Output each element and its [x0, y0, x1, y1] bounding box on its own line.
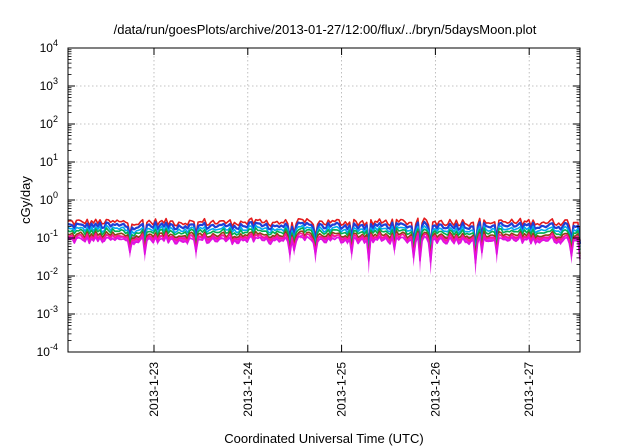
- y-tick-base: 10: [37, 269, 51, 283]
- y-tick-exponent: -3: [50, 304, 58, 314]
- series-line: [67, 232, 581, 261]
- y-tick-base: 10: [40, 41, 54, 55]
- x-tick-label: 2013-1-25: [335, 362, 349, 417]
- series-line: [67, 235, 581, 264]
- series-line: [67, 224, 581, 253]
- y-tick-base: 10: [40, 155, 54, 169]
- x-tick-label: 2013-1-27: [522, 362, 536, 417]
- y-tick-exponent: 2: [53, 114, 58, 124]
- y-axis-label: cGy/day: [18, 176, 33, 224]
- y-tick-label: 100: [40, 190, 58, 207]
- y-tick-exponent: -2: [50, 266, 58, 276]
- y-tick-label: 10-3: [37, 304, 58, 321]
- series-group: [67, 217, 582, 276]
- y-tick-exponent: 3: [53, 76, 58, 86]
- series-line: [68, 230, 581, 259]
- y-tick-label: 10-2: [37, 266, 58, 283]
- y-tick-base: 10: [40, 193, 54, 207]
- y-tick-label: 103: [40, 76, 58, 93]
- y-tick-exponent: 4: [53, 38, 58, 48]
- y-tick-exponent: -1: [50, 228, 58, 238]
- y-tick-base: 10: [37, 231, 51, 245]
- y-tick-label: 10-4: [37, 342, 58, 359]
- y-tick-base: 10: [37, 307, 51, 321]
- y-tick-exponent: 0: [53, 190, 58, 200]
- x-tick-label: 2013-1-23: [147, 362, 161, 417]
- x-axis: 2013-1-23 2013-1-24 2013-1-25 2013-1-26 2013…: [147, 48, 536, 417]
- y-tick-label: 102: [40, 114, 58, 131]
- y-tick-exponent: -4: [50, 342, 58, 352]
- y-tick-base: 10: [40, 117, 54, 131]
- y-tick-label: 101: [40, 152, 58, 169]
- grid: [68, 48, 580, 352]
- chart-title: /data/run/goesPlots/archive/2013-01-27/1…: [114, 22, 537, 37]
- y-tick-base: 10: [37, 345, 51, 359]
- x-axis-label: Coordinated Universal Time (UTC): [224, 431, 423, 446]
- y-tick-label: 104: [40, 38, 58, 55]
- x-tick-label: 2013-1-24: [241, 362, 255, 417]
- series-line: [67, 227, 581, 255]
- y-tick-exponent: 1: [53, 152, 58, 162]
- series-line: [67, 220, 582, 250]
- x-tick-label: 2013-1-26: [428, 362, 442, 417]
- y-tick-base: 10: [40, 79, 54, 93]
- y-tick-label: 10-1: [37, 228, 58, 245]
